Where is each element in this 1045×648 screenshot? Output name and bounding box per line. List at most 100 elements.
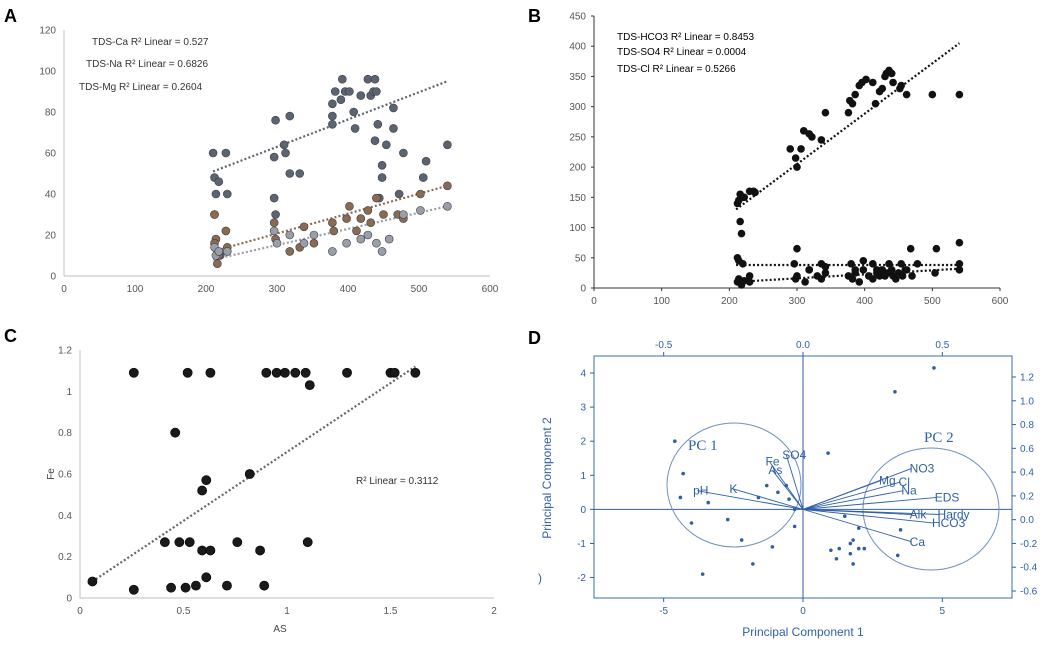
b-point <box>885 260 893 268</box>
a-point <box>418 173 428 182</box>
b-xtick-label: 100 <box>653 296 670 307</box>
b-ytick-label: 100 <box>569 223 586 234</box>
b-point <box>737 229 746 238</box>
b-point <box>859 257 868 265</box>
b-point <box>855 278 864 286</box>
d-xtick-label: -5 <box>659 606 668 617</box>
a-point <box>299 222 309 232</box>
c-ytick-label: 0.8 <box>58 428 72 439</box>
c-point <box>255 545 265 556</box>
b-xtick-label: 200 <box>721 296 738 307</box>
c-point <box>166 582 176 593</box>
d-vector-label: SO4 <box>782 448 806 462</box>
c-xtick-label: 1.5 <box>384 606 398 617</box>
d-score-point <box>792 507 797 512</box>
d-vector-no3 <box>802 468 912 510</box>
d-vector-label: Ca <box>910 535 926 549</box>
a-point <box>211 189 221 199</box>
b-ytick-label: 450 <box>569 12 586 23</box>
a-xtick-label: 0 <box>61 284 67 295</box>
panel-a-annotation-na: TDS-Na R² Linear = 0.6826 <box>86 59 208 70</box>
panel-d-bottom-ticks: -5 0 5 <box>659 598 946 617</box>
d-ytick-label: -1 <box>577 539 586 550</box>
d-vector-eds <box>802 497 937 510</box>
a-point <box>338 74 347 84</box>
b-point <box>793 272 801 280</box>
d-score-point <box>689 521 694 525</box>
a-point <box>399 148 408 158</box>
a-xtick-label: 400 <box>340 284 357 295</box>
d-vector-label: K <box>729 482 737 496</box>
a-xtick-label: 100 <box>127 284 144 295</box>
d-score-point <box>893 389 897 394</box>
d-vector-label: HCO3 <box>932 516 966 530</box>
b-point <box>821 269 830 277</box>
a-point <box>328 111 337 121</box>
b-ytick-label: 400 <box>569 42 586 53</box>
d-score-point <box>932 366 936 370</box>
panel-c-x-ticks: 0 0.5 1 1.5 2 <box>77 606 497 617</box>
d-right-tick-label: -0.2 <box>1020 539 1038 550</box>
d-score-point <box>834 557 839 561</box>
a-point <box>208 148 218 158</box>
d-ytick-label: 4 <box>580 369 586 380</box>
c-point <box>182 367 193 378</box>
a-point <box>352 226 361 236</box>
b-point <box>851 90 859 99</box>
d-top-tick-label: 0.5 <box>935 340 949 351</box>
a-ytick-label: 120 <box>39 26 56 37</box>
b-trendline-2 <box>736 267 960 284</box>
a-trendline-1 <box>212 184 448 253</box>
a-point <box>336 95 346 104</box>
b-point <box>913 260 922 268</box>
a-point <box>269 193 279 203</box>
d-score-point <box>681 471 685 476</box>
b-ytick-label: 200 <box>569 163 586 174</box>
d-score-point <box>673 439 677 444</box>
d-vector-label: pH <box>693 484 708 498</box>
a-point <box>269 152 279 162</box>
panel-b-chart: B 0 50 100 150 200 250 300 350 400 450 0 100 200 300… <box>528 6 1009 307</box>
d-vector-cl <box>802 481 901 510</box>
c-point <box>261 367 272 378</box>
d-score-point <box>784 483 789 488</box>
b-point <box>851 269 859 277</box>
d-vector-label: Hardy <box>938 507 970 521</box>
a-point <box>389 103 398 113</box>
c-xtick-label: 0.5 <box>177 606 191 617</box>
c-point <box>304 380 315 391</box>
a-point <box>221 148 231 158</box>
d-right-tick-label: 0.4 <box>1020 468 1034 479</box>
b-point <box>875 272 884 280</box>
d-vector-so4 <box>785 454 804 510</box>
a-point <box>394 189 404 199</box>
d-score-point <box>862 546 867 551</box>
a-point <box>299 238 309 248</box>
panel-d-letter: D <box>528 328 541 348</box>
panel-a-trendlines <box>212 80 448 261</box>
panel-a-points <box>208 74 452 269</box>
c-ytick-label: 1 <box>66 387 72 398</box>
c-point <box>259 580 270 591</box>
c-point <box>205 367 216 378</box>
d-top-tick-label: 0.0 <box>796 340 810 351</box>
b-point <box>868 260 877 268</box>
d-ytick-label: 3 <box>580 403 586 414</box>
c-ytick-label: 0 <box>66 594 72 605</box>
a-point <box>271 115 280 125</box>
d-score-point <box>751 562 755 566</box>
d-xtick-label: 0 <box>800 606 806 617</box>
c-point <box>232 537 243 548</box>
a-point <box>377 247 387 256</box>
c-point <box>389 367 400 378</box>
b-point <box>868 275 877 283</box>
a-point <box>295 169 305 178</box>
a-point <box>366 218 376 227</box>
a-point <box>443 202 452 211</box>
b-point <box>793 244 801 253</box>
a-point <box>214 247 224 256</box>
panel-b-annotation-so4: TDS-SO4 R² Linear = 0.0004 <box>617 47 747 58</box>
a-point <box>443 140 452 150</box>
panel-d-pc2-label: PC 2 <box>924 430 954 446</box>
b-point <box>887 69 896 78</box>
